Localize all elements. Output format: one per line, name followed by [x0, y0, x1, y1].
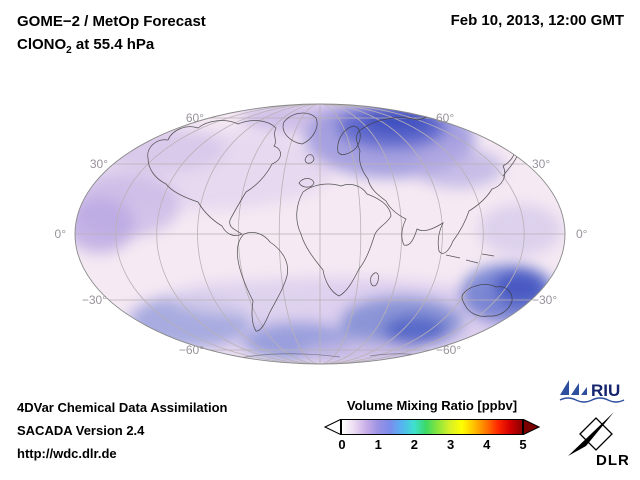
dlr-emblem-icon: DLR [568, 412, 629, 469]
colorbar-tick-0: 0 [338, 437, 346, 452]
lat-labels: 60° 30° 0° −30° −60° 60° 30° 0° −30° −60… [55, 111, 588, 357]
figure-title: GOME−2 / MetOp Forecast ClONO2 at 55.4 h… [17, 10, 206, 62]
lat-label-60s-right: −60° [436, 343, 461, 357]
colorbar-tick-4: 4 [483, 437, 491, 452]
colorbar-right-arrow-icon [523, 419, 540, 435]
subtitle-species: ClONO [17, 36, 67, 53]
subtitle-level: at 55.4 hPa [71, 36, 155, 53]
colorbar-left-arrow-icon [324, 419, 341, 435]
colorbar-ticks: 0 1 2 3 4 5 [338, 437, 527, 453]
footer-line-assimilation: 4DVar Chemical Data Assimilation [17, 400, 228, 415]
footer-line-url: http://wdc.dlr.de [17, 446, 117, 461]
title-line1: GOME−2 / MetOp Forecast [17, 13, 206, 30]
lat-label-60n-right: 60° [436, 111, 454, 125]
lat-label-30s-left: −30° [82, 293, 107, 307]
riu-logo-text: RIU [591, 381, 620, 400]
colorbar-tick-3: 3 [446, 437, 455, 452]
riu-logo: RIU [558, 376, 632, 409]
colorbar-tick-1: 1 [374, 437, 382, 452]
lat-label-0-left: 0° [55, 227, 67, 241]
lat-label-30n-left: 30° [90, 157, 108, 171]
lat-label-0-right: 0° [576, 227, 588, 241]
lat-label-60n-left: 60° [186, 111, 204, 125]
lat-label-30n-right: 30° [532, 157, 550, 171]
subtitle-subscript: 2 [66, 45, 72, 56]
colorbar-gradient [341, 419, 523, 435]
dlr-logo: DLR [566, 408, 629, 473]
colorbar-tick-2: 2 [410, 437, 419, 452]
title-line2: ClONO2 at 55.4 hPa [17, 33, 206, 62]
riu-logo-icon: RIU [559, 380, 625, 403]
datetime-label: Feb 10, 2013, 12:00 GMT [450, 12, 624, 29]
colorbar-title: Volume Mixing Ratio [ppbv] [346, 398, 518, 413]
colorbar: Volume Mixing Ratio [ppbv] 0 1 2 3 4 5 [324, 398, 540, 453]
lat-label-60s-left: −60° [179, 343, 204, 357]
footer-text: 4DVar Chemical Data Assimilation SACADA … [17, 396, 228, 465]
colorbar-tick-5: 5 [519, 437, 527, 452]
lat-label-30s-right: −30° [532, 293, 557, 307]
footer-line-version: SACADA Version 2.4 [17, 423, 145, 438]
colorbar-bar [324, 419, 540, 435]
map-outline [74, 103, 566, 365]
dlr-logo-text: DLR [596, 452, 628, 468]
